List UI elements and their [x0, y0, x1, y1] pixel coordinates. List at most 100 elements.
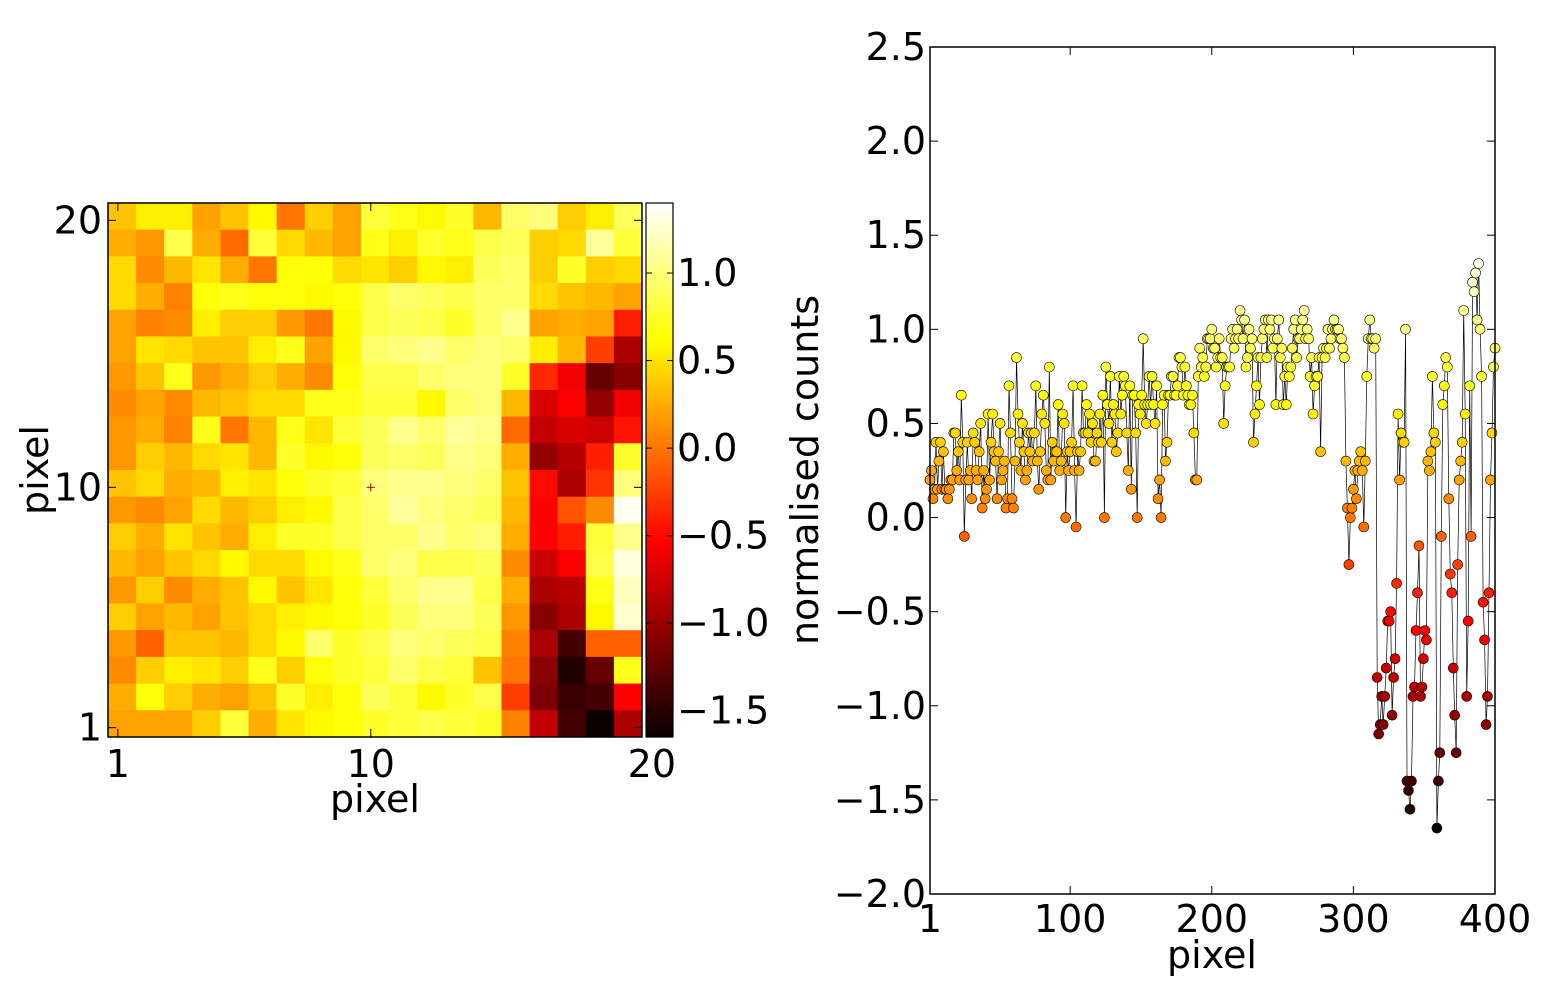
data-point [1433, 775, 1444, 787]
heatmap-cell [304, 576, 334, 604]
heatmap-cell [360, 363, 390, 391]
heatmap-cell [529, 523, 559, 551]
heatmap-cell [136, 363, 165, 391]
heatmap-cell [501, 576, 531, 604]
data-point [1051, 446, 1062, 458]
data-point [1029, 427, 1040, 439]
data-point [1194, 342, 1206, 354]
data-point [1424, 465, 1435, 476]
data-point [1361, 371, 1373, 382]
data-point [967, 427, 979, 439]
heatmap-cell [136, 630, 165, 658]
heatmap-cell [389, 229, 418, 257]
heatmap-cell [501, 389, 531, 418]
heatmap-cell [332, 523, 362, 551]
data-point [1005, 427, 1016, 439]
data-point [1188, 427, 1200, 439]
data-point [963, 474, 975, 486]
heatmap-cell [108, 496, 137, 524]
heatmap-cell [136, 470, 165, 498]
counts-x-tick-label: 400 [1459, 897, 1532, 941]
data-point [1039, 418, 1051, 429]
data-point [972, 474, 984, 486]
heatmap-cell [613, 550, 643, 578]
heatmap-cell [389, 443, 418, 471]
data-point [1459, 408, 1471, 420]
heatmap-frame [107, 202, 643, 738]
heatmap-cell [613, 256, 643, 284]
data-point [1412, 587, 1423, 599]
data-point [1325, 333, 1337, 345]
data-point [984, 474, 995, 486]
heatmap-cell [417, 603, 446, 631]
data-point [1474, 323, 1486, 335]
data-point [1248, 436, 1259, 448]
data-point [1251, 380, 1262, 392]
heatmap-cell [445, 443, 474, 471]
data-point [1036, 408, 1048, 420]
data-point [1121, 427, 1133, 439]
heatmap-cell [360, 256, 390, 284]
heatmap-cell [360, 229, 390, 257]
data-point [1115, 408, 1127, 420]
data-point [1479, 634, 1490, 646]
data-point [1205, 333, 1216, 345]
data-point [942, 493, 954, 505]
heatmap-cell [136, 389, 165, 418]
heatmap-cell [136, 229, 165, 257]
heatmap-cell [613, 336, 643, 364]
heatmap-cell [136, 283, 165, 311]
heatmap-cell [108, 656, 137, 685]
data-point [1106, 436, 1118, 448]
counts-x-label: pixel [1167, 933, 1257, 977]
heatmap-cell [529, 336, 559, 364]
data-point [1111, 446, 1122, 458]
heatmap-cell [445, 416, 474, 444]
data-point [1458, 305, 1469, 316]
heatmap-cell [473, 710, 502, 738]
heatmap-cell [473, 550, 502, 578]
heatmap-cell [585, 576, 615, 604]
heatmap-cell [389, 576, 418, 604]
center-marker [366, 483, 375, 492]
data-point [1421, 634, 1432, 646]
data-point [938, 446, 949, 458]
colorbar-tick-label: 0.0 [677, 426, 737, 470]
data-point [1436, 531, 1447, 542]
heatmap-cell [304, 309, 334, 337]
data-point [1465, 531, 1477, 542]
data-point [926, 465, 937, 476]
data-point [1418, 653, 1429, 665]
data-point [1091, 427, 1103, 439]
data-point [1003, 380, 1015, 392]
heatmap-cell [332, 496, 362, 524]
heatmap-cell [248, 416, 278, 444]
heatmap-cell [304, 336, 334, 364]
heatmap-cell [360, 550, 390, 578]
heatmap-cell [136, 683, 165, 711]
heatmap-cell [473, 523, 502, 551]
heatmap-cell [136, 656, 165, 685]
heatmap-cell [164, 496, 193, 524]
heatmap-cell [192, 496, 221, 524]
heatmap-cell [417, 443, 446, 471]
heatmap-cell [108, 336, 137, 364]
heatmap-cell [276, 363, 306, 391]
heatmap-cell [557, 550, 587, 578]
data-point [1285, 361, 1297, 373]
heatmap-cell [164, 309, 193, 337]
heatmap-cell [192, 523, 221, 551]
heatmap-cell [613, 309, 643, 337]
heatmap-cell [473, 363, 502, 391]
heatmap-cell [557, 683, 587, 711]
heatmap-cell [473, 336, 502, 364]
data-point [1057, 408, 1068, 420]
data-point [1021, 465, 1033, 476]
data-point [1373, 728, 1384, 740]
heatmap-cell [332, 283, 362, 311]
heatmap-cell [304, 443, 334, 471]
heatmap-cell [501, 336, 531, 364]
heatmap-cell [445, 710, 474, 738]
heatmap-cell [613, 710, 643, 738]
heatmap-cell [248, 523, 278, 551]
